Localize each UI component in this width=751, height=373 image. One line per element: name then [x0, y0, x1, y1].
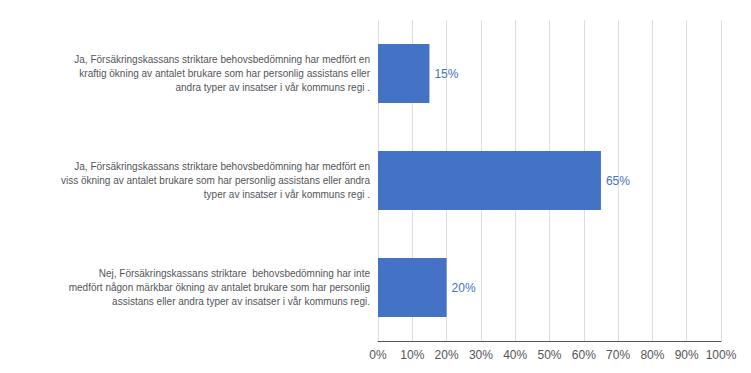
svg-text:80%: 80% [640, 348, 664, 362]
svg-text:typer av insatser i vår kommun: typer av insatser i vår kommuns regi . [204, 189, 370, 200]
svg-text:Ja, Försäkringskassans strikta: Ja, Försäkringskassans striktare behovsb… [74, 54, 370, 65]
svg-text:65%: 65% [606, 174, 630, 188]
svg-text:andra typer av insatser i vår: andra typer av insatser i vår kommuns re… [175, 82, 370, 93]
svg-text:60%: 60% [572, 348, 596, 362]
svg-text:50%: 50% [537, 348, 561, 362]
svg-text:20%: 20% [435, 348, 459, 362]
svg-text:viss ökning av antalet brukare: viss ökning av antalet brukare som har p… [61, 175, 370, 186]
svg-text:20%: 20% [452, 281, 476, 295]
svg-text:medfört någon märkbar ökning a: medfört någon märkbar ökning av antalet … [69, 282, 370, 293]
svg-text:15%: 15% [434, 67, 458, 81]
svg-text:0%: 0% [369, 348, 387, 362]
svg-text:40%: 40% [503, 348, 527, 362]
svg-text:Ja, Försäkringskassans strikta: Ja, Försäkringskassans striktare behovsb… [74, 161, 370, 172]
svg-text:90%: 90% [675, 348, 699, 362]
svg-text:70%: 70% [606, 348, 630, 362]
svg-text:kraftig ökning av antalet bruk: kraftig ökning av antalet brukare som ha… [79, 68, 370, 79]
svg-text:Nej, Försäkringskassans strikt: Nej, Försäkringskassans striktare behovs… [99, 268, 371, 279]
svg-text:100%: 100% [706, 348, 737, 362]
svg-text:10%: 10% [400, 348, 424, 362]
svg-text:30%: 30% [469, 348, 493, 362]
svg-text:assistans eller andra typer av: assistans eller andra typer av insatser … [112, 296, 370, 307]
